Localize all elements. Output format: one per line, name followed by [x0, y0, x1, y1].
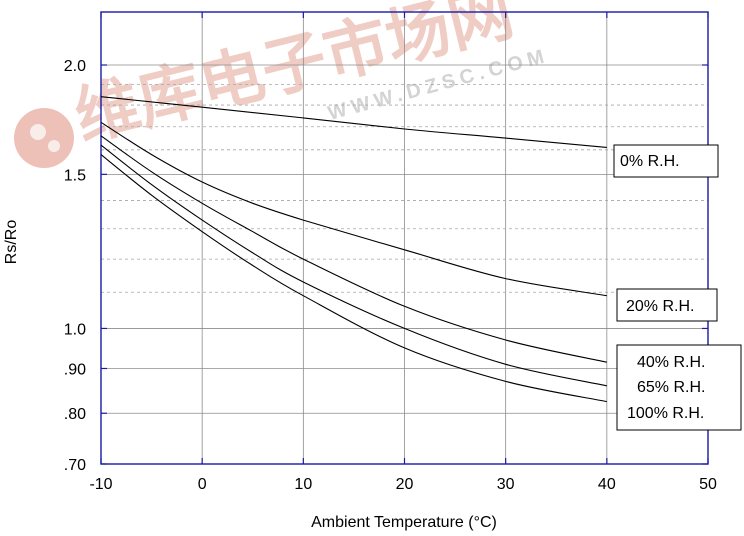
series-labels: 0% R.H. 20% R.H. 40% R.H. 65% R.H. 100% R.H.: [613, 144, 742, 431]
x-tick-label: 30: [497, 476, 515, 493]
x-tick-label: -10: [89, 476, 112, 493]
y-axis-title: Rs/Ro: [3, 220, 20, 265]
x-tick-label: 0: [198, 476, 207, 493]
series-label-box: [613, 144, 719, 178]
y-tick-label: .80: [64, 406, 86, 423]
y-tick-label: .90: [64, 361, 86, 378]
series-label: 100% R.H.: [627, 405, 704, 422]
series-line-5: [100, 154, 607, 403]
series-line-2: [100, 121, 607, 297]
series-label-box: [616, 288, 718, 322]
axis-ticks: -10 0 10 20 30 40 50 .70 .80 .90 1.0 1.5 2.0: [64, 12, 717, 493]
x-tick-label: 20: [396, 476, 414, 493]
series-label-group-box: [616, 344, 742, 431]
series-line-4: [100, 144, 607, 387]
x-tick-label: 50: [699, 476, 717, 493]
series-line-3: [100, 135, 607, 363]
y-tick-label: .70: [64, 457, 86, 474]
series-label: 20% R.H.: [626, 298, 694, 315]
series-label: 40% R.H.: [637, 354, 705, 371]
y-tick-label: 2.0: [64, 58, 86, 75]
watermark: 维库电子市场网 WWW.DZSC.COM: [14, 0, 551, 168]
x-axis-title: Ambient Temperature (°C): [311, 514, 497, 531]
series-label: 0% R.H.: [620, 153, 680, 170]
y-tick-label: 1.0: [64, 321, 86, 338]
x-tick-label: 40: [598, 476, 616, 493]
series-label: 65% R.H.: [637, 379, 705, 396]
series-line-1: [100, 96, 607, 148]
x-tick-label: 10: [294, 476, 312, 493]
y-tick-label: 1.5: [64, 167, 86, 184]
series-lines: [100, 96, 607, 403]
watermark-logo: [14, 108, 74, 168]
